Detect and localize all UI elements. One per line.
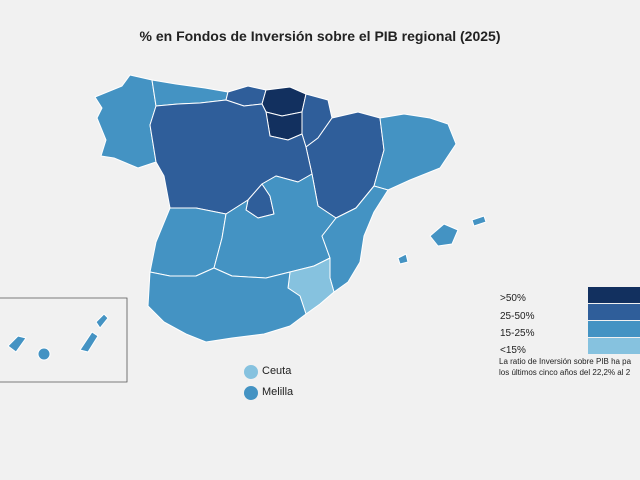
map-title: % en Fondos de Inversión sobre el PIB re… bbox=[139, 28, 501, 44]
region-cataluna bbox=[373, 113, 457, 191]
region-baleares-mallorca bbox=[429, 223, 459, 247]
region-baleares-menorca bbox=[471, 215, 487, 227]
region-pais-vasco bbox=[261, 86, 307, 117]
region-canarias-gran-canaria bbox=[37, 347, 51, 361]
ceuta-label: Ceuta bbox=[262, 365, 292, 377]
legend-label-gt50: >50% bbox=[500, 293, 526, 304]
region-canarias-lanzarote bbox=[95, 313, 109, 329]
region-canarias-tenerife bbox=[7, 335, 27, 353]
legend-note: La ratio de Inversión sobre PIB ha pa lo… bbox=[499, 356, 640, 378]
legend-label-25-50: 25-50% bbox=[500, 311, 535, 322]
melilla-label: Melilla bbox=[262, 386, 294, 398]
legend-note-line1: La ratio de Inversión sobre PIB ha pa bbox=[499, 357, 632, 366]
legend-swatch-lt15 bbox=[588, 338, 640, 354]
legend-note-line2: los últimos cinco años del 22,2% al 2 bbox=[499, 368, 631, 377]
canarias-inset-border bbox=[0, 297, 128, 383]
region-valencia bbox=[321, 185, 389, 293]
legend-label-15-25: 15-25% bbox=[500, 328, 535, 339]
legend-swatch-25-50 bbox=[588, 304, 640, 320]
region-canarias-fuerteventura bbox=[79, 331, 99, 353]
melilla-marker bbox=[244, 386, 258, 400]
ceuta-marker bbox=[244, 365, 258, 379]
legend-swatch-gt50 bbox=[588, 287, 640, 303]
legend-swatch-15-25 bbox=[588, 321, 640, 337]
region-andalucia bbox=[147, 267, 307, 343]
region-baleares-ibiza bbox=[397, 253, 409, 265]
region-galicia bbox=[94, 74, 157, 169]
legend-label-lt15: <15% bbox=[500, 345, 526, 356]
